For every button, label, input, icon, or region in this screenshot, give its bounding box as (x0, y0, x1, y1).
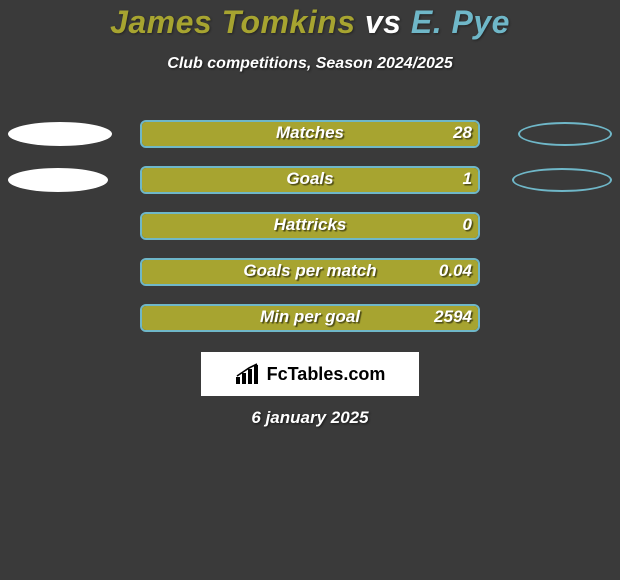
stat-value-right: 0 (463, 215, 472, 235)
bar-fill-right (142, 260, 478, 284)
stat-value-right: 2594 (434, 307, 472, 327)
ellipse-right (518, 122, 612, 146)
bar-track (140, 212, 480, 240)
bar-fill-right (142, 214, 478, 238)
bar-track (140, 258, 480, 286)
stat-value-right: 0.04 (439, 261, 472, 281)
title-player2: E. Pye (411, 4, 510, 40)
title-vs: vs (365, 4, 402, 40)
ellipse-right (512, 168, 612, 192)
bar-track (140, 166, 480, 194)
stat-row: Goals1 (0, 157, 620, 203)
stat-value-right: 28 (453, 123, 472, 143)
date-text: 6 january 2025 (0, 408, 620, 428)
title-player1: James Tomkins (110, 4, 355, 40)
ellipse-left (8, 168, 108, 192)
stat-row: Hattricks0 (0, 203, 620, 249)
bar-fill-right (142, 306, 478, 330)
bar-fill-right (142, 122, 478, 146)
bar-track (140, 120, 480, 148)
bar-fill-right (142, 168, 478, 192)
page-title: James Tomkins vs E. Pye (0, 4, 620, 41)
badge-text: FcTables.com (267, 364, 386, 385)
stat-row: Goals per match0.04 (0, 249, 620, 295)
stat-row: Matches28 (0, 111, 620, 157)
ellipse-left (8, 122, 112, 146)
bars-icon (235, 363, 261, 385)
source-badge: FcTables.com (201, 352, 419, 396)
comparison-infographic: James Tomkins vs E. Pye Club competition… (0, 0, 620, 580)
stat-row: Min per goal2594 (0, 295, 620, 341)
subtitle: Club competitions, Season 2024/2025 (0, 55, 620, 73)
stat-value-right: 1 (463, 169, 472, 189)
stat-rows: Matches28Goals1Hattricks0Goals per match… (0, 111, 620, 341)
bar-track (140, 304, 480, 332)
